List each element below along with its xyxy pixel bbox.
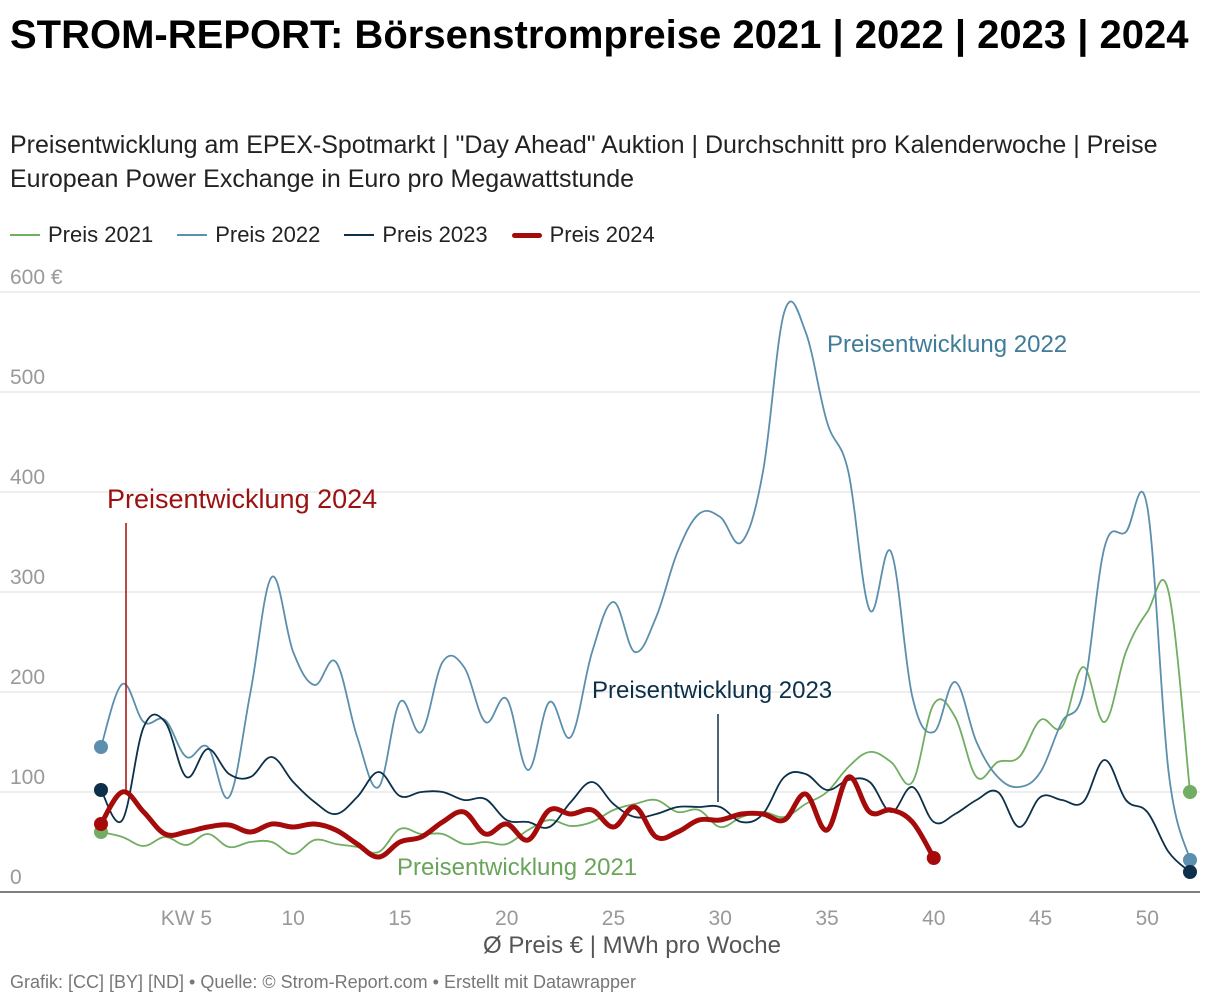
annotations: Preisentwicklung 2024 Preisentwicklung 20… <box>107 331 1067 881</box>
series-end-point-2023 <box>1183 865 1197 879</box>
series-start-point-2024 <box>94 817 108 831</box>
legend-item-2022: Preis 2022 <box>177 222 320 248</box>
chart-subtitle: Preisentwicklung am EPEX-Spotmarkt | "Da… <box>10 131 1158 193</box>
chart-legend: Preis 2021 Preis 2022 Preis 2023 Preis 2… <box>10 222 679 248</box>
y-tick-label: 600 € <box>10 266 63 289</box>
x-tick-label: 15 <box>388 907 411 930</box>
y-tick-label: 400 <box>10 466 45 489</box>
y-tick-label: 500 <box>10 366 45 389</box>
legend-item-2021: Preis 2021 <box>10 222 153 248</box>
x-tick-label: 10 <box>281 907 304 930</box>
x-tick-label: 45 <box>1029 907 1052 930</box>
series-end-point-2022 <box>1183 853 1197 867</box>
x-tick-label: 40 <box>922 907 945 930</box>
legend-swatch-2021 <box>10 234 40 236</box>
y-tick-label: 100 <box>10 766 45 789</box>
series-line-2021 <box>100 579 1191 855</box>
x-tick-label: 35 <box>815 907 838 930</box>
legend-swatch-2024 <box>511 232 542 238</box>
series-end-point-2024 <box>926 851 941 865</box>
gridlines: 0 100 200 300 400 500 600 € KW 5 10 15 20 25 30 35 40 4… <box>0 266 1200 930</box>
legend-label-2024: Preis 2024 <box>549 222 655 247</box>
annotation-label-2023: Preisentwicklung 2023 <box>592 677 832 704</box>
series-lines <box>94 300 1197 879</box>
annotation-label-2022: Preisentwicklung 2022 <box>827 331 1067 358</box>
legend-swatch-2022 <box>177 234 208 236</box>
series-line-2024 <box>98 774 937 861</box>
legend-swatch-2023 <box>344 234 375 236</box>
series-start-point-2023 <box>94 783 108 797</box>
x-axis-title: Ø Preis € | MWh pro Woche <box>483 932 781 959</box>
x-tick-label: KW 5 <box>161 907 212 930</box>
legend-item-2023: Preis 2023 <box>344 222 488 248</box>
x-tick-label: 25 <box>602 907 625 930</box>
legend-label-2022: Preis 2022 <box>215 222 321 247</box>
legend-item-2024: Preis 2024 <box>511 222 655 248</box>
y-tick-label: 0 <box>10 866 22 889</box>
x-tick-label: 30 <box>709 907 732 930</box>
series-end-point-2021 <box>1183 785 1197 799</box>
annotation-label-2021: Preisentwicklung 2021 <box>397 854 637 881</box>
legend-label-2023: Preis 2023 <box>382 222 488 247</box>
chart-title: STROM-REPORT: Börsenstrompreise 2021 | 2… <box>10 13 1189 57</box>
series-line-2022 <box>100 300 1191 861</box>
legend-label-2021: Preis 2021 <box>48 222 154 247</box>
footer-credits: Grafik: [CC] [BY] [ND] • Quelle: © Strom… <box>10 972 637 992</box>
y-tick-label: 300 <box>10 566 45 589</box>
series-start-point-2022 <box>94 740 108 754</box>
series-line-2023 <box>100 713 1191 873</box>
x-tick-label: 20 <box>495 907 518 930</box>
x-tick-label: 50 <box>1136 907 1159 930</box>
y-tick-label: 200 <box>10 666 45 689</box>
annotation-label-2024: Preisentwicklung 2024 <box>107 484 377 514</box>
